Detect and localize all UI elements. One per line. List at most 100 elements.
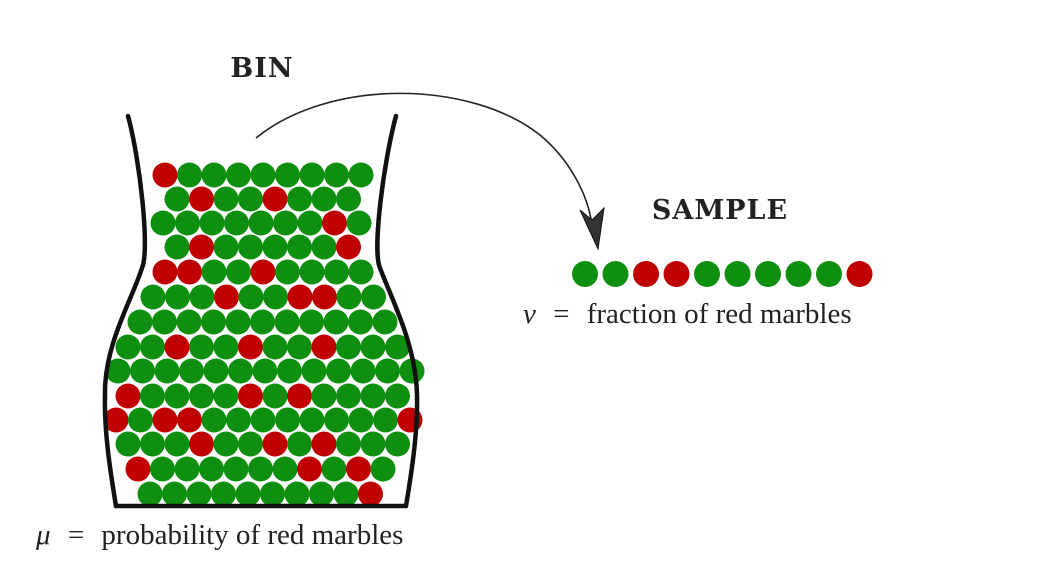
- bin-marble: [115, 334, 141, 360]
- bin-marble: [301, 358, 327, 384]
- bin-marble: [140, 383, 165, 409]
- bin-marble: [262, 383, 288, 409]
- bin-marble: [274, 309, 300, 335]
- bin-marble: [238, 234, 263, 260]
- bin-marble: [201, 162, 227, 188]
- bin-marble: [164, 334, 190, 360]
- bin-marble: [358, 481, 383, 507]
- bin-marble: [140, 284, 166, 310]
- bin-marble: [324, 162, 349, 188]
- bin-marble: [299, 162, 325, 188]
- sample-marble: [816, 261, 842, 287]
- bin-caption-text: probability of red marbles: [101, 519, 403, 551]
- bin-marble: [312, 284, 337, 310]
- bin-marble: [140, 431, 165, 457]
- sample-marble: [694, 261, 720, 287]
- bin-marble: [373, 407, 398, 433]
- bin-marble: [348, 162, 374, 188]
- bin-marble: [385, 334, 410, 360]
- bin-marble: [235, 481, 261, 507]
- bin-marble: [322, 210, 347, 236]
- sample-equals: =: [553, 298, 569, 330]
- bin-marble: [297, 456, 322, 482]
- bin-marble: [228, 358, 253, 384]
- bin-marble: [152, 259, 178, 285]
- bin-marble: [152, 162, 178, 188]
- bin-marble: [201, 407, 227, 433]
- sample-marble: [785, 261, 812, 287]
- sample-caption: ν = fraction of red marbles: [523, 298, 852, 330]
- bin-marble: [115, 431, 141, 457]
- bin-marble: [375, 358, 400, 384]
- bin-marble: [287, 284, 313, 310]
- bin-marble: [189, 383, 214, 409]
- bin-marble: [179, 358, 204, 384]
- bin-marble: [275, 407, 300, 433]
- sample-marbles: [572, 261, 873, 287]
- bin-marble: [248, 456, 273, 482]
- bin-marble: [287, 234, 312, 260]
- bin-marble: [189, 284, 215, 310]
- bin-marble: [372, 309, 398, 335]
- bin-marble: [127, 309, 153, 335]
- bin-marble: [213, 234, 239, 260]
- bin-marble: [201, 309, 226, 335]
- bin-marble: [287, 334, 312, 360]
- bin-marble: [272, 456, 298, 482]
- bin-marble: [252, 358, 278, 384]
- bin-marble: [213, 334, 239, 360]
- bin-marble: [214, 284, 239, 310]
- bin-marble: [176, 309, 202, 335]
- bin-marble: [360, 334, 386, 360]
- bin-marble: [324, 407, 349, 433]
- bin-marble: [152, 309, 177, 335]
- bin-marble: [238, 334, 263, 360]
- bin-marble: [164, 186, 190, 212]
- bin-marble: [164, 383, 190, 409]
- bin-marble: [336, 186, 361, 212]
- bin-marble: [238, 383, 263, 409]
- bin-marble: [224, 210, 249, 236]
- sample-title: SAMPLE: [652, 195, 788, 226]
- bin-marble: [248, 210, 274, 236]
- bin-marble: [324, 259, 349, 285]
- bin-marble: [250, 407, 276, 433]
- bin-marble: [263, 284, 288, 310]
- bin-marble: [225, 309, 251, 335]
- bin-marble: [165, 284, 190, 310]
- bin-marble: [275, 259, 300, 285]
- bin-marble: [336, 234, 361, 260]
- bin-marble: [309, 481, 334, 507]
- bin-marble: [203, 358, 229, 384]
- bin-marble: [385, 431, 410, 457]
- bin-marble: [333, 481, 359, 507]
- bin-marble: [360, 383, 386, 409]
- bin-marble: [250, 309, 275, 335]
- bin-marble: [287, 186, 312, 212]
- bin-marble: [323, 309, 349, 335]
- bin-marble: [346, 456, 371, 482]
- curved-arrow-icon: [255, 92, 605, 251]
- bin-equals: =: [68, 519, 84, 551]
- bin-marble: [299, 259, 325, 285]
- bin-marble: [260, 481, 285, 507]
- bin-marble: [186, 481, 212, 507]
- bin-marble: [164, 234, 190, 260]
- bin-marble: [164, 431, 190, 457]
- sample-caption-text: fraction of red marbles: [587, 298, 852, 330]
- bin-marble: [154, 358, 180, 384]
- bin-title: BIN: [230, 53, 293, 84]
- bin-marble: [287, 383, 312, 409]
- bin-marble: [105, 358, 131, 384]
- bin-marble: [177, 407, 202, 433]
- bin-marble: [370, 456, 396, 482]
- bin-marble: [361, 284, 386, 310]
- bin-marble: [189, 186, 214, 212]
- bin-marble: [150, 456, 175, 482]
- bin-marble: [189, 431, 214, 457]
- bin-marble: [311, 383, 337, 409]
- bin-marble: [284, 481, 310, 507]
- bin-marble: [275, 162, 300, 188]
- bin-marble: [350, 358, 376, 384]
